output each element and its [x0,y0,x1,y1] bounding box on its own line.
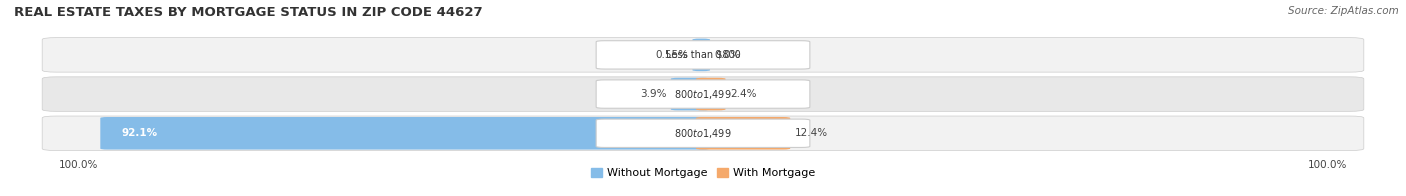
Text: 100.0%: 100.0% [1308,160,1347,170]
Text: 0.0%: 0.0% [714,50,741,60]
FancyBboxPatch shape [42,77,1364,111]
Text: 0.55%: 0.55% [655,50,688,60]
Text: 2.4%: 2.4% [730,89,756,99]
Text: 12.4%: 12.4% [794,128,828,138]
FancyBboxPatch shape [100,117,710,150]
Text: $800 to $1,499: $800 to $1,499 [675,88,731,101]
Text: $800 to $1,499: $800 to $1,499 [675,127,731,140]
Text: Less than $800: Less than $800 [665,50,741,60]
FancyBboxPatch shape [596,41,810,69]
FancyBboxPatch shape [42,116,1364,151]
Text: 92.1%: 92.1% [121,128,157,138]
FancyBboxPatch shape [596,80,810,108]
FancyBboxPatch shape [692,39,710,71]
Text: Source: ZipAtlas.com: Source: ZipAtlas.com [1288,6,1399,16]
Legend: Without Mortgage, With Mortgage: Without Mortgage, With Mortgage [586,163,820,183]
FancyBboxPatch shape [596,119,810,147]
Text: REAL ESTATE TAXES BY MORTGAGE STATUS IN ZIP CODE 44627: REAL ESTATE TAXES BY MORTGAGE STATUS IN … [14,6,482,19]
FancyBboxPatch shape [696,117,790,150]
Text: 3.9%: 3.9% [640,89,666,99]
FancyBboxPatch shape [42,38,1364,72]
FancyBboxPatch shape [696,78,725,110]
FancyBboxPatch shape [671,78,710,110]
Text: 100.0%: 100.0% [59,160,98,170]
